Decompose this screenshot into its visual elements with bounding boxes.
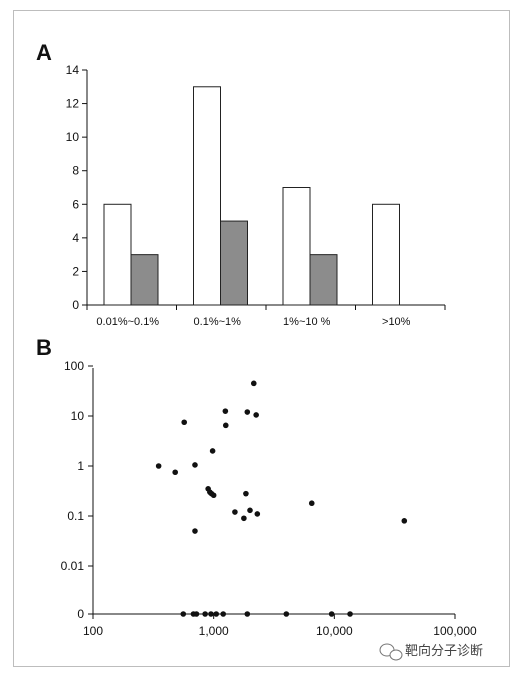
bar-filled xyxy=(130,254,159,306)
data-point xyxy=(222,408,229,414)
data-point xyxy=(241,515,247,522)
wechat-icon xyxy=(379,643,403,661)
data-point xyxy=(210,492,217,499)
data-point xyxy=(193,611,200,617)
y-tick-label: 12 xyxy=(66,97,80,111)
data-point xyxy=(213,611,220,617)
data-point xyxy=(155,463,162,469)
x-category-label: >10% xyxy=(382,316,411,328)
data-point xyxy=(401,518,408,524)
bar-open xyxy=(282,187,311,306)
y-tick-label: 6 xyxy=(72,197,79,211)
y-tick-label: 1 xyxy=(77,459,84,473)
bar-open xyxy=(103,203,132,306)
data-point xyxy=(253,412,259,418)
data-point xyxy=(243,490,249,497)
data-point xyxy=(328,611,335,617)
y-tick-label: 10 xyxy=(66,130,80,144)
data-point xyxy=(308,500,315,507)
figure-frame xyxy=(13,10,510,667)
data-point xyxy=(347,611,353,617)
bar-filled xyxy=(309,254,338,306)
bar-chart: 0 2 4 6 8 10 12 14 0.01%~0.1% 0.1%~1% 1%~10 % >10% xyxy=(66,63,446,328)
scatter-plot: 0 0.01 0.1 1 10 100 100 1,000 10,000 100,000 xyxy=(61,359,477,638)
data-point xyxy=(254,511,261,517)
x-category-label: 0.01%~0.1% xyxy=(96,316,159,328)
watermark-text: 靶向分子诊断 xyxy=(405,643,483,659)
data-point xyxy=(222,422,229,429)
data-point xyxy=(192,528,198,534)
data-point xyxy=(172,469,179,476)
data-point xyxy=(180,611,187,617)
data-point xyxy=(220,611,227,617)
x-tick-label: 100,000 xyxy=(433,624,477,638)
data-point xyxy=(232,509,238,515)
data-point xyxy=(250,380,257,387)
y-tick-label: 14 xyxy=(66,63,80,77)
panel-label-a: A xyxy=(36,40,52,65)
y-tick-label: 0 xyxy=(77,607,84,621)
y-tick-label: 0.1 xyxy=(67,509,84,523)
data-point xyxy=(208,611,214,617)
data-point xyxy=(202,611,208,617)
y-tick-label: 100 xyxy=(64,359,84,373)
y-tick-label: 2 xyxy=(72,264,79,278)
panel-label-b: B xyxy=(36,335,52,360)
x-tick-label: 10,000 xyxy=(316,624,353,638)
bar-open xyxy=(372,203,400,306)
watermark: 靶向分子诊断 xyxy=(379,643,483,661)
x-category-label: 1%~10 % xyxy=(283,316,331,328)
data-point xyxy=(209,448,216,454)
y-tick-label: 8 xyxy=(72,164,79,178)
data-point xyxy=(244,611,251,617)
y-tick-label: 10 xyxy=(71,409,85,423)
x-tick-label: 100 xyxy=(83,624,103,638)
x-category-label: 0.1%~1% xyxy=(194,316,242,328)
data-point xyxy=(247,507,253,514)
data-point xyxy=(283,611,290,617)
data-point xyxy=(192,462,198,468)
data-point xyxy=(244,409,251,415)
y-tick-label: 0 xyxy=(72,298,79,312)
bar-filled xyxy=(220,220,248,306)
y-tick-label: 4 xyxy=(72,231,79,245)
bar-open xyxy=(193,86,221,306)
y-tick-label: 0.01 xyxy=(61,559,85,573)
x-tick-label: 1,000 xyxy=(199,624,229,638)
data-point xyxy=(181,419,188,426)
